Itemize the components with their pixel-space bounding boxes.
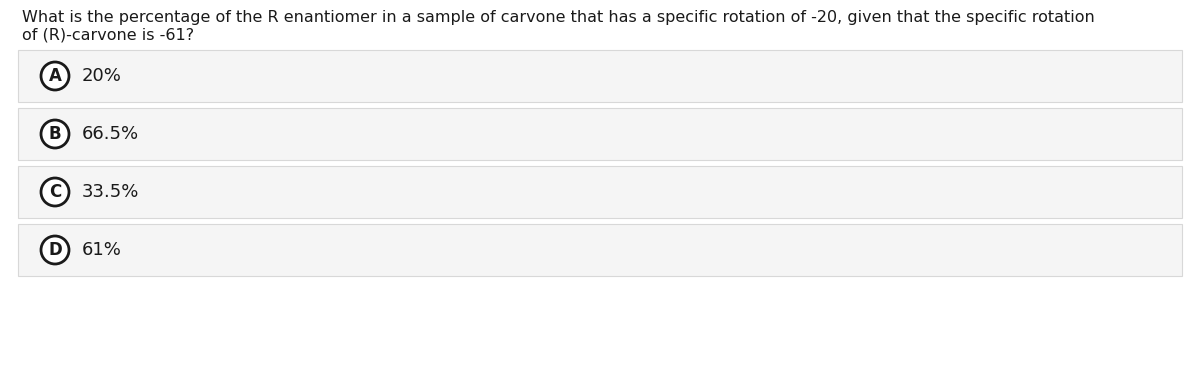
Circle shape	[41, 62, 70, 90]
FancyBboxPatch shape	[18, 108, 1182, 160]
Text: A: A	[48, 67, 61, 85]
Text: B: B	[49, 125, 61, 143]
FancyBboxPatch shape	[18, 224, 1182, 276]
FancyBboxPatch shape	[18, 50, 1182, 102]
Text: of (R)-carvone is -61?: of (R)-carvone is -61?	[22, 28, 194, 43]
FancyBboxPatch shape	[18, 166, 1182, 218]
Text: 33.5%: 33.5%	[82, 183, 139, 201]
Circle shape	[41, 178, 70, 206]
Text: 61%: 61%	[82, 241, 122, 259]
Text: 66.5%: 66.5%	[82, 125, 139, 143]
Circle shape	[41, 120, 70, 148]
Text: 20%: 20%	[82, 67, 122, 85]
Text: What is the percentage of the R enantiomer in a sample of carvone that has a spe: What is the percentage of the R enantiom…	[22, 10, 1094, 25]
Circle shape	[41, 236, 70, 264]
Text: D: D	[48, 241, 62, 259]
Text: C: C	[49, 183, 61, 201]
